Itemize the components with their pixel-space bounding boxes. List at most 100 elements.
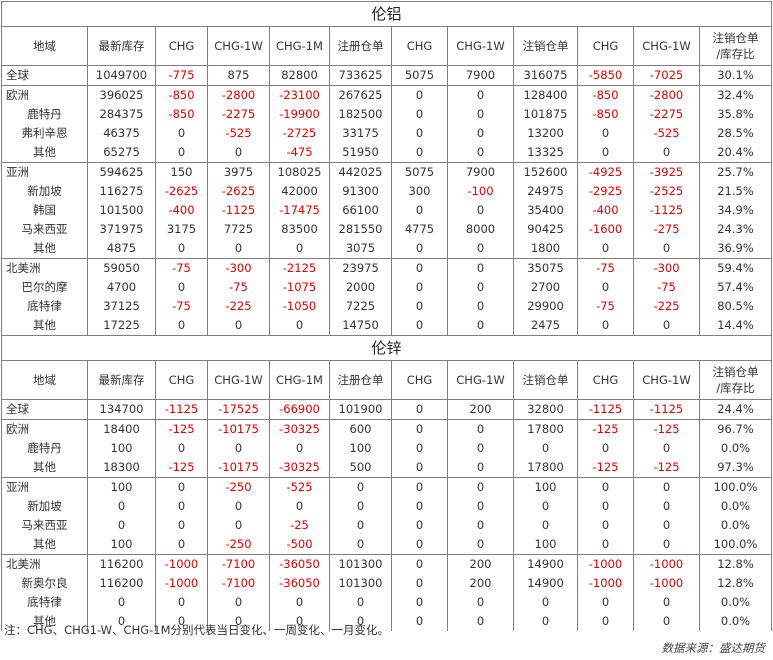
value-cell: -1000 xyxy=(155,574,208,593)
value-cell: -1000 xyxy=(577,554,634,574)
region-cell: 新加坡 xyxy=(1,182,88,201)
value-cell: -1125 xyxy=(633,399,700,420)
value-cell: 0 xyxy=(577,316,634,336)
value-cell: 0 xyxy=(391,554,448,574)
table-row: 全球 134700 -1125 -17525 -66900 101900 0 200 32800… xyxy=(1,399,773,420)
value-cell: 32800 xyxy=(513,399,578,420)
value-cell: 371975 xyxy=(87,220,156,239)
region-cell: 弗利辛恩 xyxy=(1,124,88,143)
column-header: CHG xyxy=(155,26,208,66)
value-cell: -525 xyxy=(207,124,270,143)
value-cell: 0 xyxy=(269,239,330,259)
value-cell: 0 xyxy=(447,278,514,297)
table-row: 马来西亚 371975 3175 7725 83500 281550 4775 8000 904… xyxy=(1,220,773,239)
value-cell: 0 xyxy=(513,439,578,458)
value-cell: -2625 xyxy=(207,182,270,201)
value-cell: 2475 xyxy=(513,316,578,336)
value-cell: 18400 xyxy=(87,419,156,439)
section-title-row: 伦铝 xyxy=(0,1,773,27)
value-cell: 20.4% xyxy=(698,143,773,163)
table-row: 新奥尔良 116200 -1000 -7100 -36050 101300 0 200 1490… xyxy=(1,574,773,593)
value-cell: 0 xyxy=(329,535,392,555)
value-cell: 0 xyxy=(391,85,448,105)
value-cell: 0 xyxy=(391,593,448,612)
value-cell: -100 xyxy=(447,182,514,201)
value-cell: 200 xyxy=(447,574,514,593)
value-cell: 0 xyxy=(391,143,448,163)
value-cell: 91300 xyxy=(329,182,392,201)
value-cell: 200 xyxy=(447,399,514,420)
value-cell: 0 xyxy=(577,535,634,555)
value-cell: 0 xyxy=(87,516,156,535)
value-cell: -75 xyxy=(155,297,208,316)
value-cell: 25.7% xyxy=(698,162,773,182)
value-cell: 100.0% xyxy=(698,535,773,555)
value-cell: 0 xyxy=(269,316,330,336)
value-cell: -30325 xyxy=(269,419,330,439)
value-cell: 33175 xyxy=(329,124,392,143)
table-row: 其他 17225 0 0 0 14750 0 0 2475 0 0 14.4% xyxy=(1,316,773,336)
value-cell: 59.4% xyxy=(698,258,773,278)
value-cell: 267625 xyxy=(329,85,392,105)
value-cell: -2275 xyxy=(633,105,700,124)
value-cell: -36050 xyxy=(269,554,330,574)
value-cell: 97.3% xyxy=(698,458,773,478)
value-cell: 100 xyxy=(87,477,156,497)
value-cell: 300 xyxy=(391,182,448,201)
value-cell: 0 xyxy=(633,239,700,259)
value-cell: 0 xyxy=(207,143,270,163)
region-cell: 新奥尔良 xyxy=(1,574,88,593)
value-cell: 284375 xyxy=(87,105,156,124)
value-cell: 116275 xyxy=(87,182,156,201)
value-cell: 0 xyxy=(391,535,448,555)
value-cell: 101300 xyxy=(329,574,392,593)
value-cell: 100.0% xyxy=(698,477,773,497)
section-title: 伦锌 xyxy=(0,335,773,361)
value-cell: 0 xyxy=(447,612,514,631)
value-cell: -850 xyxy=(577,85,634,105)
value-cell: 37125 xyxy=(87,297,156,316)
value-cell: 316075 xyxy=(513,65,578,86)
value-cell: 100 xyxy=(513,477,578,497)
value-cell: -75 xyxy=(155,258,208,278)
value-cell: 0 xyxy=(577,593,634,612)
value-cell: -525 xyxy=(269,477,330,497)
value-cell: 83500 xyxy=(269,220,330,239)
value-cell: 0 xyxy=(633,497,700,516)
region-cell: 其他 xyxy=(1,535,88,555)
region-cell: 马来西亚 xyxy=(1,516,88,535)
value-cell: 101500 xyxy=(87,201,156,220)
value-cell: 128400 xyxy=(513,85,578,105)
value-cell: 0.0% xyxy=(698,612,773,631)
value-cell: 0 xyxy=(633,612,700,631)
value-cell: -775 xyxy=(155,65,208,86)
value-cell: 0 xyxy=(391,419,448,439)
value-cell: 0 xyxy=(447,535,514,555)
table-row: 其他 65275 0 0 -475 51950 0 0 13325 0 0 20.4% xyxy=(1,143,773,163)
region-cell: 其他 xyxy=(1,239,88,259)
value-cell: -850 xyxy=(155,105,208,124)
value-cell: 0 xyxy=(155,593,208,612)
value-cell: 0 xyxy=(391,477,448,497)
value-cell: -1000 xyxy=(633,554,700,574)
value-cell: 0 xyxy=(207,239,270,259)
value-cell: 3075 xyxy=(329,239,392,259)
value-cell: 0 xyxy=(447,105,514,124)
value-cell: 0 xyxy=(447,297,514,316)
value-cell: -25 xyxy=(269,516,330,535)
region-cell: 巴尔的摩 xyxy=(1,278,88,297)
value-cell: 0 xyxy=(447,316,514,336)
column-header: 注册仓单 xyxy=(329,26,392,66)
value-cell: 0 xyxy=(207,593,270,612)
value-cell: 13200 xyxy=(513,124,578,143)
value-cell: 7725 xyxy=(207,220,270,239)
value-cell: 100 xyxy=(87,439,156,458)
value-cell: 18300 xyxy=(87,458,156,478)
table-row: 北美洲 59050 -75 -300 -2125 23975 0 0 35075 -75 -300 5… xyxy=(1,258,773,278)
value-cell: 0.0% xyxy=(698,516,773,535)
value-cell: 1800 xyxy=(513,239,578,259)
value-cell: 4775 xyxy=(391,220,448,239)
value-cell: -250 xyxy=(207,477,270,497)
value-cell: 5075 xyxy=(391,65,448,86)
value-cell: -2125 xyxy=(269,258,330,278)
